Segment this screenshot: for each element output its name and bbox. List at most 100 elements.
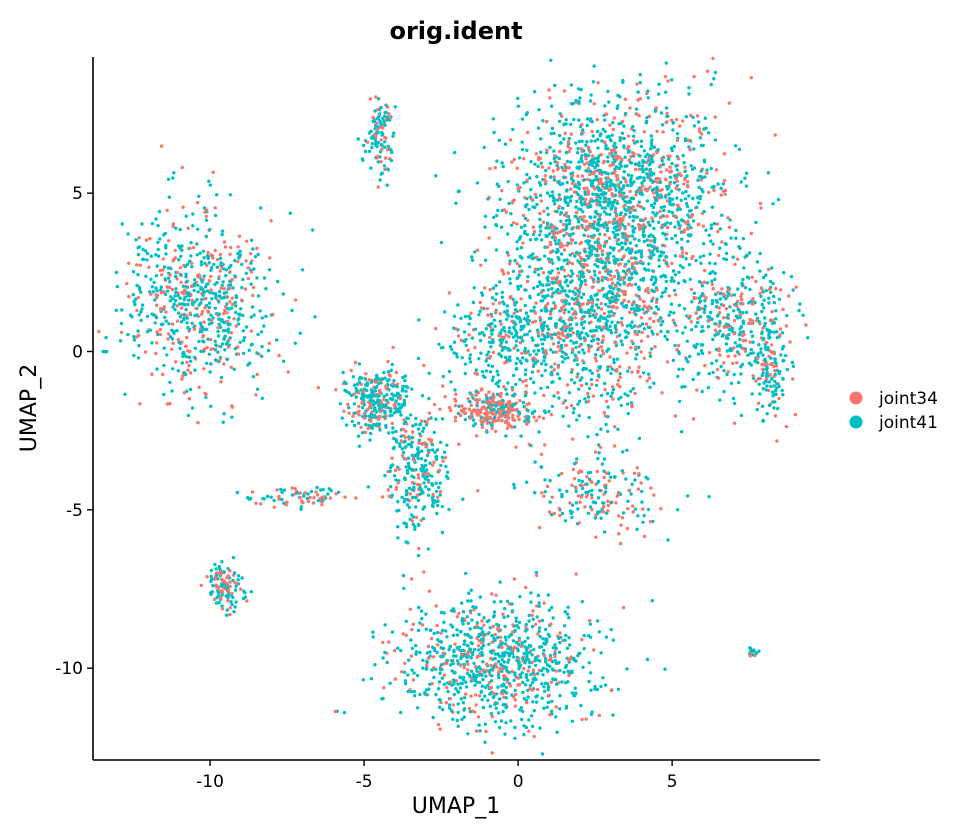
data-point-joint41	[169, 295, 173, 299]
data-point-joint41	[729, 236, 733, 240]
data-point-joint41	[653, 280, 657, 285]
data-point-joint41	[587, 308, 591, 312]
data-point-joint34	[597, 270, 602, 275]
data-point-joint34	[543, 443, 547, 447]
data-point-joint41	[490, 679, 494, 683]
data-point-joint34	[612, 444, 617, 448]
data-point-joint41	[155, 367, 159, 371]
data-point-joint34	[649, 239, 653, 243]
data-point-joint41	[651, 205, 656, 210]
data-point-joint34	[178, 266, 183, 270]
data-point-joint41	[373, 109, 377, 113]
data-point-joint41	[539, 266, 543, 271]
data-point-joint41	[198, 251, 202, 255]
data-point-joint41	[533, 361, 538, 365]
data-point-joint41	[526, 695, 530, 699]
data-point-joint41	[532, 380, 536, 385]
data-point-joint34	[521, 241, 525, 245]
data-point-joint34	[676, 203, 680, 207]
data-point-joint41	[704, 126, 708, 130]
data-point-joint34	[527, 729, 531, 733]
data-point-joint41	[672, 279, 676, 283]
data-point-joint34	[184, 344, 188, 349]
data-point-joint41	[683, 169, 687, 173]
data-point-joint41	[529, 187, 533, 192]
data-point-joint41	[490, 378, 495, 383]
data-point-joint34	[606, 176, 610, 180]
data-point-joint34	[631, 208, 635, 212]
data-point-joint41	[488, 704, 492, 708]
data-point-joint41	[557, 396, 561, 400]
data-point-joint41	[497, 675, 501, 680]
data-point-joint34	[438, 407, 442, 411]
data-point-joint34	[713, 115, 717, 119]
data-point-joint41	[460, 356, 464, 360]
data-point-joint34	[567, 673, 571, 678]
data-point-joint34	[626, 507, 630, 511]
data-point-joint34	[420, 623, 425, 627]
data-point-joint34	[556, 331, 561, 335]
data-point-joint41	[559, 210, 563, 215]
data-point-joint41	[760, 404, 765, 408]
data-point-joint41	[180, 244, 184, 248]
data-point-joint34	[404, 429, 408, 433]
data-point-joint41	[544, 226, 548, 230]
data-point-joint41	[656, 92, 661, 96]
data-point-joint34	[491, 302, 495, 306]
data-point-joint41	[190, 406, 195, 410]
data-point-joint34	[464, 692, 468, 696]
data-point-joint41	[388, 409, 393, 414]
data-point-joint34	[390, 456, 394, 460]
data-point-joint41	[636, 514, 640, 518]
data-point-joint34	[689, 320, 693, 324]
data-point-joint34	[564, 343, 568, 348]
data-point-joint34	[603, 140, 607, 145]
data-point-joint41	[608, 324, 612, 328]
data-point-joint41	[528, 683, 533, 688]
data-point-joint41	[167, 322, 171, 326]
data-point-joint41	[538, 726, 542, 730]
data-point-joint41	[227, 315, 231, 320]
data-point-joint34	[585, 475, 589, 479]
data-point-joint34	[171, 222, 176, 226]
data-point-joint41	[472, 661, 476, 665]
data-point-joint34	[410, 627, 414, 632]
data-point-joint41	[249, 282, 253, 286]
data-point-joint34	[215, 257, 220, 262]
data-point-joint34	[548, 312, 553, 316]
data-point-joint41	[367, 394, 371, 398]
data-point-joint34	[229, 245, 233, 250]
data-point-joint41	[536, 672, 540, 676]
data-point-joint41	[650, 599, 654, 603]
data-point-joint41	[734, 236, 738, 240]
data-point-joint41	[482, 333, 486, 337]
data-point-joint34	[486, 313, 490, 317]
data-point-joint41	[490, 649, 494, 653]
data-point-joint41	[104, 335, 108, 340]
data-point-joint41	[456, 690, 461, 694]
data-point-joint34	[659, 170, 663, 174]
data-point-joint41	[731, 309, 736, 313]
data-point-joint41	[540, 682, 544, 686]
data-point-joint34	[476, 644, 481, 648]
data-point-joint41	[636, 90, 640, 94]
data-point-joint41	[232, 367, 236, 371]
data-point-joint34	[569, 241, 573, 245]
data-point-joint34	[190, 298, 194, 302]
data-point-joint41	[478, 680, 482, 685]
data-point-joint34	[220, 577, 224, 581]
data-point-joint41	[561, 360, 565, 364]
data-point-joint34	[232, 317, 236, 321]
data-point-joint41	[149, 277, 153, 281]
data-point-joint41	[168, 380, 172, 385]
data-point-joint41	[544, 168, 548, 173]
data-point-joint41	[546, 293, 550, 298]
data-point-joint41	[475, 621, 479, 625]
data-point-joint41	[321, 488, 325, 492]
data-point-joint34	[648, 519, 653, 524]
data-point-joint41	[576, 259, 580, 263]
data-point-joint41	[396, 646, 400, 650]
data-point-joint34	[436, 643, 440, 647]
data-point-joint41	[192, 288, 196, 293]
data-point-joint41	[434, 481, 438, 485]
